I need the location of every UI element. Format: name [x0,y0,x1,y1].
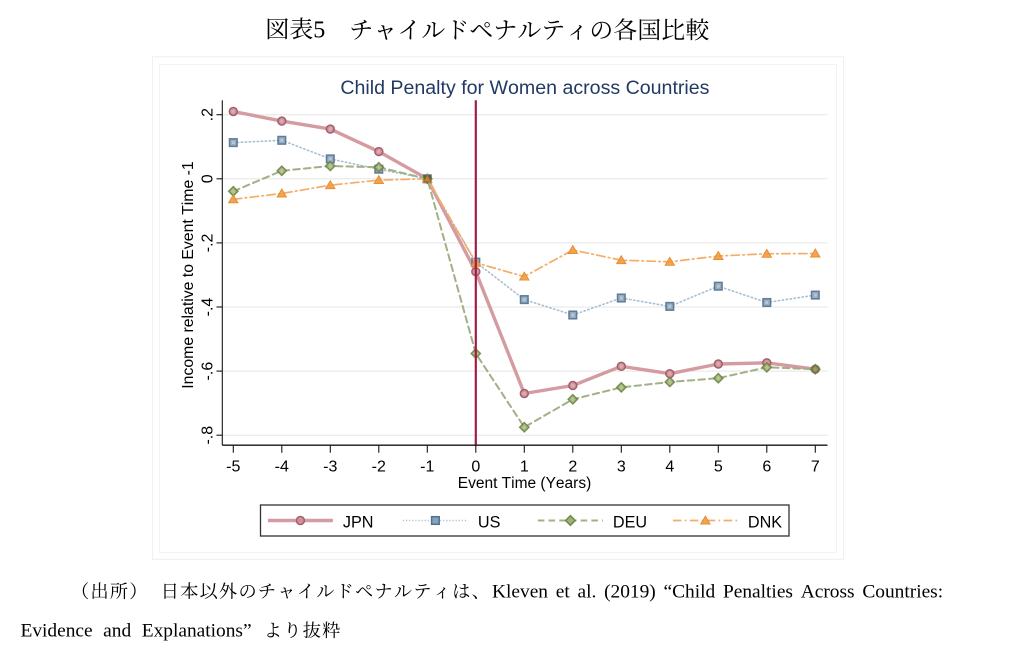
svg-text:-3: -3 [323,459,337,476]
svg-text:DNK: DNK [748,513,782,531]
svg-text:JPN: JPN [343,513,374,531]
svg-text:4: 4 [665,459,674,476]
svg-text:3: 3 [617,459,626,476]
svg-text:-4: -4 [275,459,289,476]
svg-text:2: 2 [568,459,577,476]
svg-text:-2: -2 [372,459,386,476]
svg-text:-.6: -.6 [200,362,217,381]
svg-text:7: 7 [811,459,820,476]
svg-text:Event Time (Years): Event Time (Years) [458,475,592,492]
svg-text:0: 0 [471,459,480,476]
svg-text:DEU: DEU [613,513,647,531]
svg-text:Income relative to Event Time: Income relative to Event Time -1 [180,161,197,389]
svg-text:.2: .2 [200,108,217,121]
svg-text:1: 1 [520,459,529,476]
svg-text:-.4: -.4 [200,298,217,317]
svg-text:6: 6 [762,459,771,476]
svg-text:Child Penalty for Women across: Child Penalty for Women across Countries [340,77,709,99]
svg-text:-.8: -.8 [200,426,217,445]
svg-text:-.2: -.2 [200,233,217,252]
svg-text:Evidence and Explanations”: Evidence and Explanations” [21,621,252,642]
svg-text:-1: -1 [420,459,434,476]
svg-text:Kleven et al. (2019) “Child Pe: Kleven et al. (2019) “Child Penalties Ac… [492,582,943,603]
svg-text:5: 5 [313,18,325,44]
svg-text:5: 5 [714,459,723,476]
svg-text:0: 0 [200,174,217,183]
svg-text:US: US [478,513,501,531]
svg-text:-5: -5 [226,459,240,476]
